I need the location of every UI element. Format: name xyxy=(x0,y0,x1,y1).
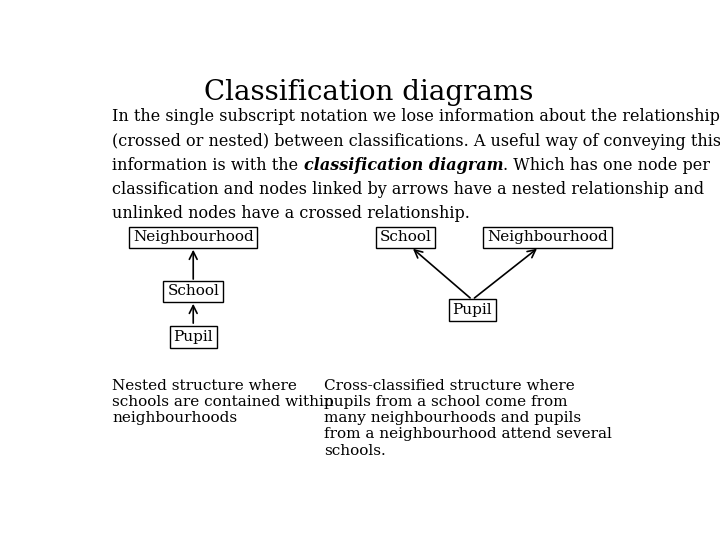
Text: unlinked nodes have a crossed relationship.: unlinked nodes have a crossed relationsh… xyxy=(112,205,470,222)
Text: School: School xyxy=(167,285,219,299)
Text: In the single subscript notation we lose information about the relationship: In the single subscript notation we lose… xyxy=(112,109,720,125)
Text: classification and nodes linked by arrows have a nested relationship and: classification and nodes linked by arrow… xyxy=(112,181,704,198)
Text: Pupil: Pupil xyxy=(174,330,213,344)
Text: (crossed or nested) between classifications. A useful way of conveying this: (crossed or nested) between classificati… xyxy=(112,133,720,150)
Text: Pupil: Pupil xyxy=(452,303,492,317)
Text: School: School xyxy=(379,231,431,245)
Text: classification diagram: classification diagram xyxy=(304,157,503,174)
Text: . Which has one node per: . Which has one node per xyxy=(503,157,710,174)
Text: information is with the: information is with the xyxy=(112,157,304,174)
Text: Classification diagrams: Classification diagrams xyxy=(204,79,534,106)
Text: Nested structure where
schools are contained within
neighbourhoods: Nested structure where schools are conta… xyxy=(112,379,334,425)
Text: Neighbourhood: Neighbourhood xyxy=(133,231,253,245)
Text: Cross-classified structure where
pupils from a school come from
many neighbourho: Cross-classified structure where pupils … xyxy=(324,379,612,457)
Text: Neighbourhood: Neighbourhood xyxy=(487,231,608,245)
